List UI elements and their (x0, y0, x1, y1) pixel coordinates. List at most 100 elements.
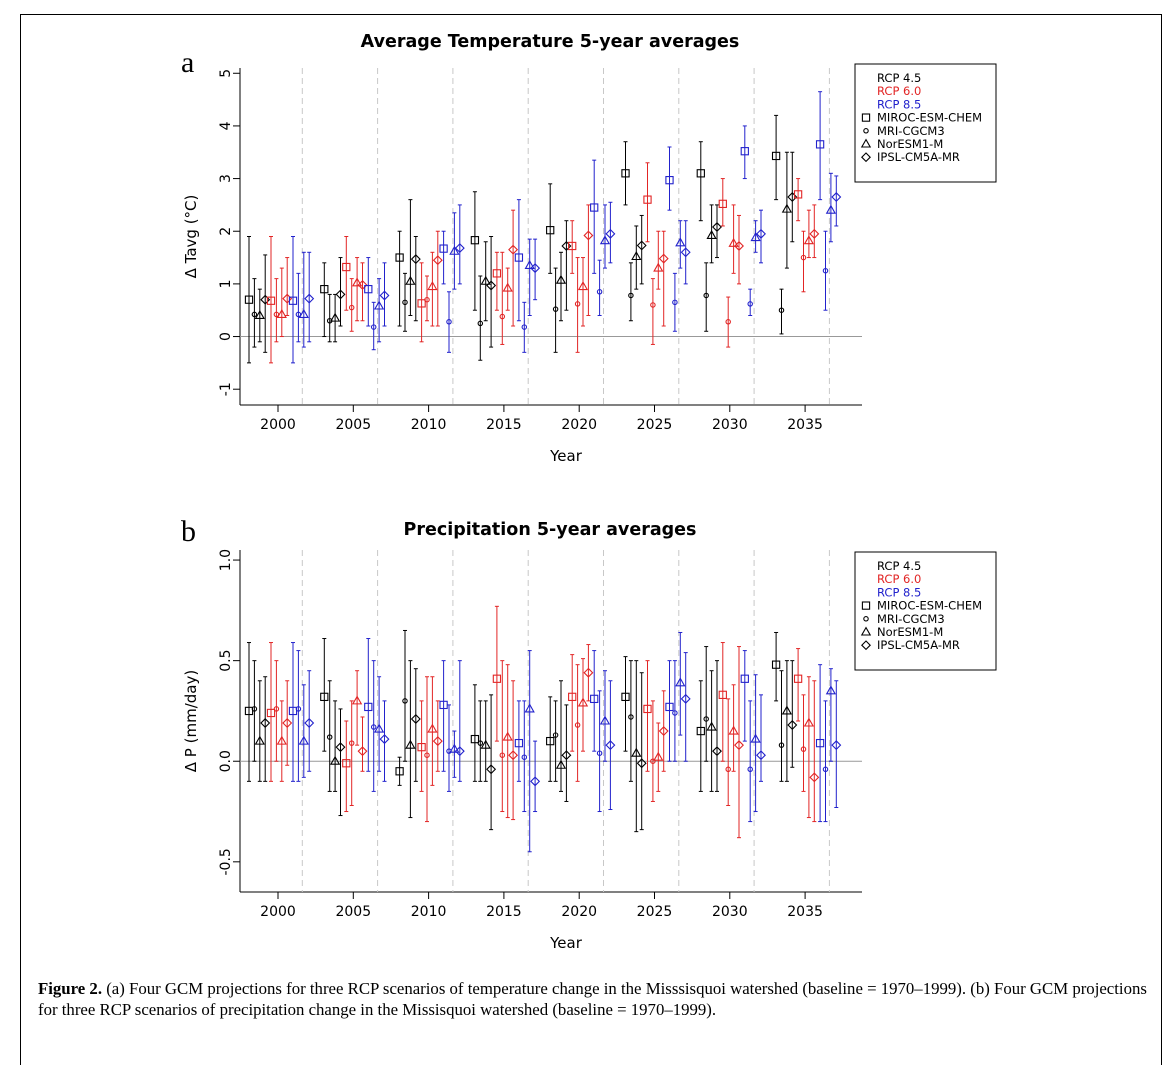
data-point (605, 740, 616, 751)
caption-label: Figure 2. (38, 979, 103, 998)
data-point (508, 244, 519, 255)
data-point (583, 230, 594, 241)
figure-frame (20, 14, 1162, 1065)
data-point (706, 229, 717, 239)
data-point (524, 703, 535, 713)
data-point (650, 302, 656, 308)
panel-b-label: b (181, 515, 196, 548)
caption-text: (a) Four GCM projections for three RCP s… (38, 979, 1147, 1019)
data-point (266, 296, 276, 305)
data-point (552, 732, 559, 738)
precipitation-chart: -0.5 0.0 0.5 1.0 Δ P (mm/day) 2000 2005 2010 201… (182, 549, 997, 952)
data-point (357, 746, 368, 757)
data-point (486, 280, 497, 291)
data-point (499, 752, 506, 758)
data-point (577, 697, 589, 707)
legend-scenario: RCP 6.0 (877, 84, 921, 98)
data-point (492, 269, 502, 278)
legend-marker (863, 616, 869, 622)
data-point (260, 294, 271, 305)
data-point (665, 176, 674, 185)
legend-model: MRI-CGCM3 (877, 124, 945, 138)
y-tick-label: 3 (218, 174, 234, 183)
data-point (364, 285, 373, 294)
data-point (251, 706, 258, 712)
data-point (750, 733, 761, 743)
data-point (298, 308, 309, 318)
data-point (696, 726, 705, 736)
data-point (427, 281, 438, 291)
data-point (822, 766, 829, 773)
x-tick-label: 2010 (411, 904, 447, 920)
data-point (658, 726, 669, 737)
data-point (298, 735, 309, 745)
y-axis-title: Δ P (mm/day) (182, 670, 200, 772)
data-point (831, 192, 842, 202)
y-tick-label: 1 (218, 279, 234, 288)
data-point (725, 766, 731, 773)
data-point (636, 240, 647, 251)
legend-box (854, 63, 997, 183)
data-point (449, 743, 460, 753)
data-point (680, 247, 691, 258)
data-point (599, 715, 611, 725)
y-tick-label: -1 (218, 382, 234, 396)
data-point (800, 746, 807, 752)
data-point (728, 237, 739, 247)
x-tick-label: 2035 (787, 417, 823, 433)
data-point (636, 758, 647, 769)
data-point (364, 702, 373, 712)
data-point (427, 723, 438, 733)
data-point (521, 324, 528, 330)
data-point (756, 750, 766, 761)
data-point (577, 281, 589, 291)
data-point (295, 706, 302, 712)
data-point (480, 275, 491, 285)
data-point (703, 716, 709, 722)
data-point (787, 192, 798, 202)
data-point (373, 723, 385, 733)
data-point (555, 274, 567, 284)
data-point (480, 739, 491, 749)
data-point (351, 695, 363, 705)
legend-marker (861, 152, 871, 163)
legend-scenario: RCP 6.0 (877, 572, 921, 586)
data-point (244, 295, 254, 304)
x-tick-label: 2025 (637, 904, 673, 920)
y-tick-label: 5 (218, 69, 234, 78)
data-point (304, 718, 315, 728)
data-point (675, 677, 686, 687)
data-point (351, 277, 363, 287)
data-point (470, 734, 480, 744)
data-point (672, 710, 678, 716)
data-point (254, 309, 265, 320)
data-point (424, 752, 430, 758)
data-point (756, 228, 766, 239)
data-point (530, 776, 541, 787)
data-point (621, 169, 630, 178)
data-point (725, 319, 731, 325)
data-point (740, 674, 749, 683)
data-point (410, 254, 421, 265)
legend-marker (860, 626, 872, 636)
x-axis-title: Year (549, 934, 583, 952)
data-point (470, 236, 480, 245)
data-point (395, 767, 404, 776)
legend-marker (861, 601, 871, 610)
data-point (446, 319, 452, 325)
data-point (417, 743, 426, 752)
legend-scenario: RCP 4.5 (877, 559, 921, 573)
data-point (273, 706, 280, 712)
data-point (260, 718, 271, 728)
data-point (621, 692, 630, 702)
legend-model: NorESM1-M (877, 625, 943, 639)
data-point (357, 279, 368, 290)
panel-a-title: Average Temperature 5-year averages (360, 32, 740, 52)
x-tick-label: 2010 (411, 417, 447, 433)
data-point (492, 674, 502, 683)
y-tick-label: 2 (218, 227, 234, 236)
data-point (273, 311, 280, 318)
data-point (521, 754, 528, 760)
legend-marker (861, 113, 871, 122)
x-axis-title: Year (549, 447, 583, 465)
